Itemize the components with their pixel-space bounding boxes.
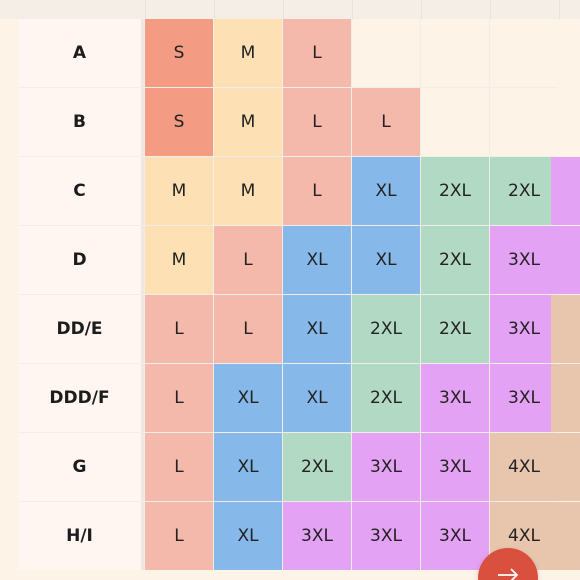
overflow-cell — [551, 19, 580, 87]
empty-cell — [490, 19, 558, 87]
size-cell: 2XL — [421, 226, 489, 294]
size-cell: L — [145, 433, 213, 501]
header-cell — [491, 0, 560, 19]
header-cell — [353, 0, 422, 19]
size-cell: L — [352, 88, 420, 156]
header-cell — [215, 0, 284, 19]
size-cell: 2XL — [490, 157, 558, 225]
header-cell — [284, 0, 353, 19]
size-cell: 3XL — [421, 364, 489, 432]
overflow-cell — [551, 364, 580, 432]
overflow-cell — [551, 226, 580, 294]
size-cell: XL — [214, 433, 282, 501]
size-cell: L — [145, 502, 213, 570]
empty-cell — [490, 88, 558, 156]
overflow-cell — [551, 433, 580, 501]
arrow-right-icon — [497, 548, 519, 580]
size-cell: 3XL — [490, 295, 558, 363]
cup-size-label: DD/E — [18, 295, 144, 363]
size-cell: L — [283, 88, 351, 156]
size-cell: XL — [352, 157, 420, 225]
overflow-cell — [551, 502, 580, 570]
size-cell: XL — [283, 364, 351, 432]
header-cell — [146, 0, 215, 19]
header-cell — [422, 0, 491, 19]
size-cell: S — [145, 19, 213, 87]
size-cell: 3XL — [283, 502, 351, 570]
size-cell: L — [283, 157, 351, 225]
header-cell — [0, 0, 146, 19]
size-cell: M — [214, 88, 282, 156]
size-cell: 2XL — [352, 364, 420, 432]
size-cell: 3XL — [490, 226, 558, 294]
size-cell: 3XL — [352, 433, 420, 501]
cup-size-label: H/I — [18, 502, 144, 570]
empty-cell — [421, 19, 489, 87]
size-cell: 3XL — [421, 433, 489, 501]
size-cell: XL — [283, 226, 351, 294]
size-cell: 2XL — [421, 157, 489, 225]
empty-cell — [352, 19, 420, 87]
size-cell: M — [214, 157, 282, 225]
cup-size-label: G — [18, 433, 144, 501]
size-cell: M — [145, 157, 213, 225]
size-cell: M — [214, 19, 282, 87]
header-row-strip — [0, 0, 580, 19]
size-cell: 2XL — [352, 295, 420, 363]
cup-size-label: C — [18, 157, 144, 225]
overflow-cell — [551, 295, 580, 363]
overflow-cell — [551, 157, 580, 225]
size-cell: L — [145, 295, 213, 363]
cup-size-label: B — [18, 88, 144, 156]
size-cell: XL — [283, 295, 351, 363]
size-cell: L — [214, 226, 282, 294]
size-cell: 3XL — [490, 364, 558, 432]
size-cell: L — [283, 19, 351, 87]
size-cell: 2XL — [283, 433, 351, 501]
size-cell: L — [145, 364, 213, 432]
size-cell: L — [214, 295, 282, 363]
size-cell: 4XL — [490, 433, 558, 501]
size-cell: 2XL — [421, 295, 489, 363]
size-cell: 3XL — [352, 502, 420, 570]
size-cell: 3XL — [421, 502, 489, 570]
size-cell: XL — [214, 502, 282, 570]
overflow-cell — [551, 88, 580, 156]
size-cell: S — [145, 88, 213, 156]
size-cell: XL — [352, 226, 420, 294]
cup-size-label: D — [18, 226, 144, 294]
empty-cell — [421, 88, 489, 156]
cup-size-label: DDD/F — [18, 364, 144, 432]
cup-size-label: A — [18, 19, 144, 87]
size-cell: M — [145, 226, 213, 294]
size-chart-table: A S M L B S M L L C M M L XL 2XL 2XL D M L XL XL 2XL 3XL DD/E L L… — [18, 19, 558, 570]
size-cell: XL — [214, 364, 282, 432]
